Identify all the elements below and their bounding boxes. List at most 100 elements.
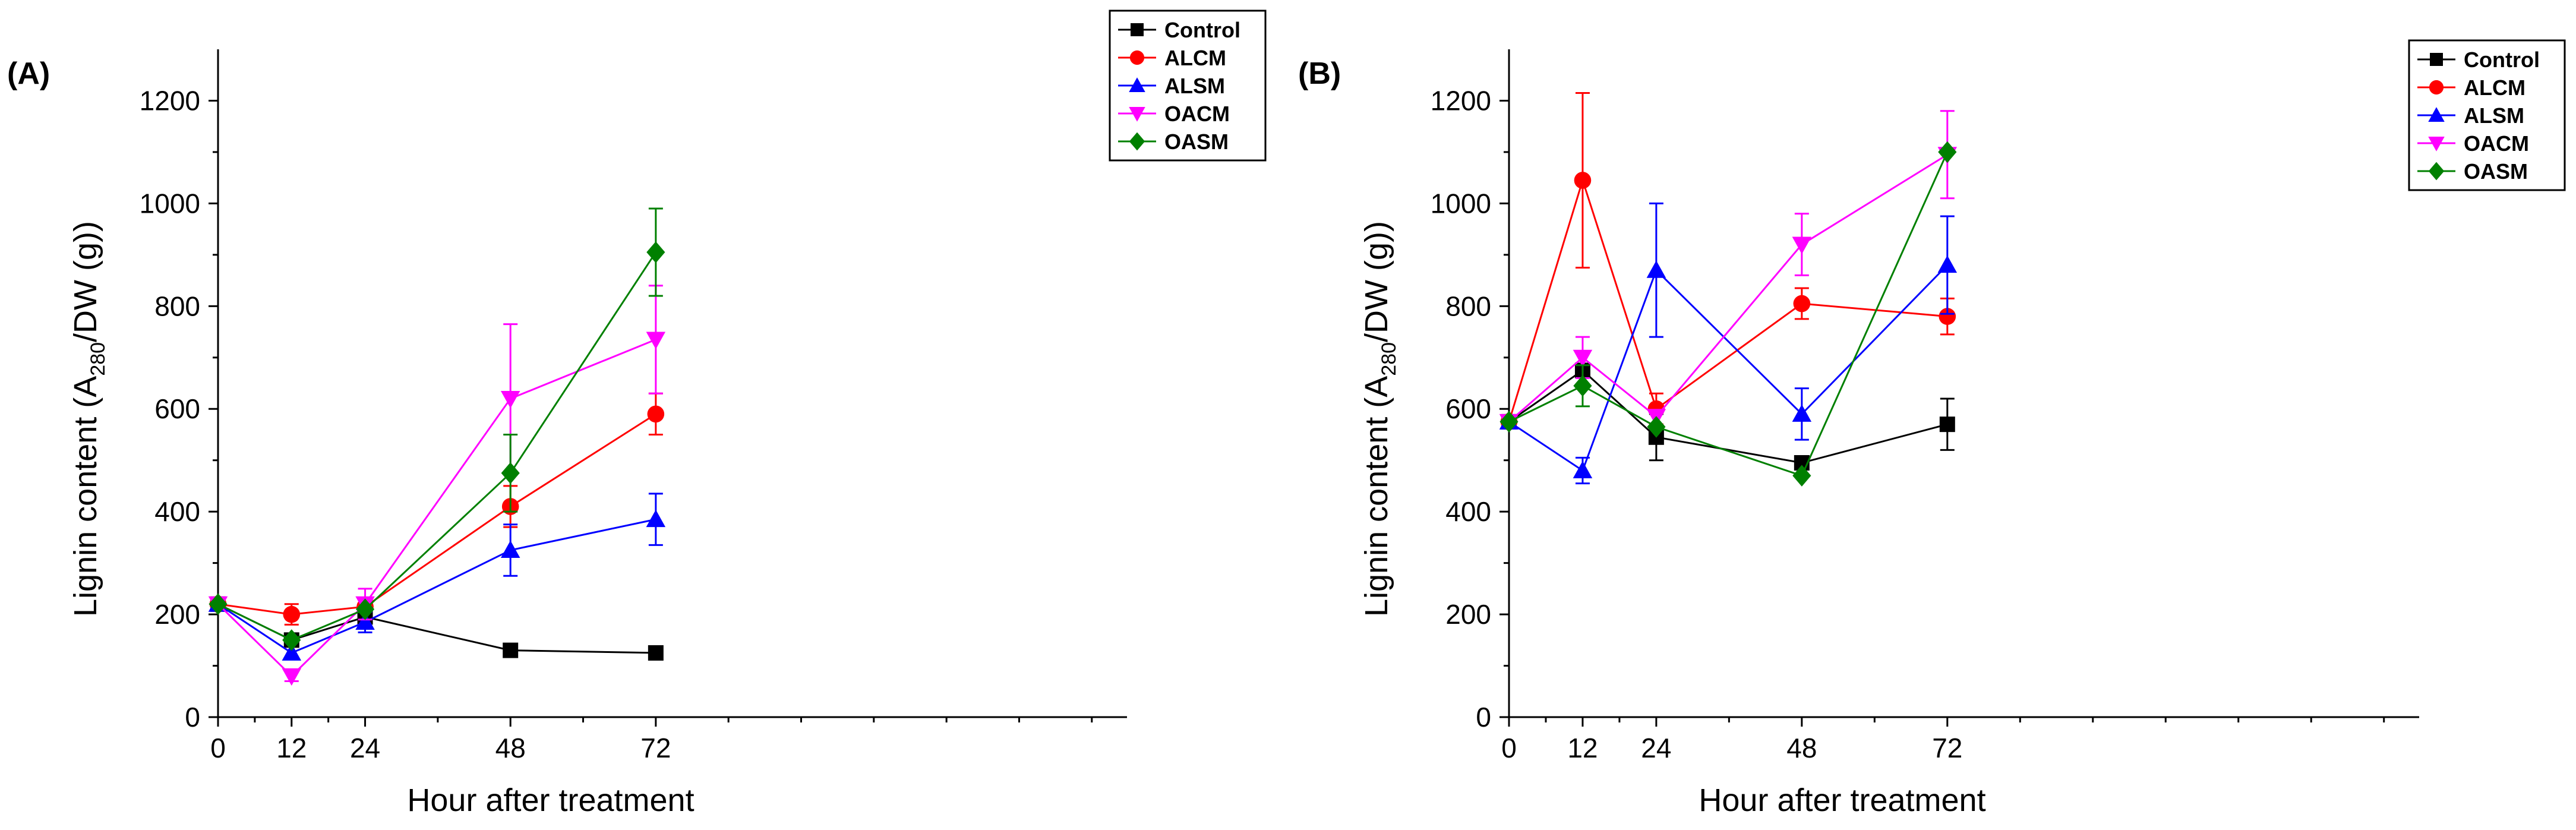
legend-marker (2428, 162, 2445, 181)
series-line (217, 251, 657, 641)
chart-panel-a: (A) 0 200 400 600 800 1000 1200 0 12 24 48 72 Hour af… (7, 10, 1267, 818)
x-tick-label: 0 (1501, 733, 1517, 763)
legend-label: OACM (1164, 102, 1230, 126)
legend-label: ALSM (2464, 103, 2524, 128)
legend-item-alcm: ALCM (1118, 46, 1226, 70)
legend-label: OASM (2464, 159, 2528, 184)
y-tick-label: 400 (154, 496, 200, 527)
data-point (355, 598, 375, 620)
y-tick-label: 800 (1445, 291, 1491, 321)
legend-marker (2428, 137, 2445, 152)
series-line (1508, 153, 1948, 422)
data-point (1938, 141, 1957, 163)
data-point (500, 540, 520, 558)
legend-item-oasm: OASM (1118, 130, 1229, 154)
series-oacm (208, 285, 666, 686)
series-alcm (209, 392, 665, 626)
legend-item-oacm: OACM (1118, 102, 1230, 126)
y-axis-title-suffix: /DW (g)) (68, 221, 103, 342)
series-alsm (1499, 202, 1958, 485)
data-point (648, 645, 664, 661)
data-point (501, 462, 520, 484)
data-point (1499, 411, 1519, 433)
data-point (1792, 465, 1811, 487)
y-tick-label: 200 (1445, 599, 1491, 630)
series-control (1501, 362, 1955, 471)
data-point (646, 241, 665, 263)
legend-marker (2430, 53, 2443, 66)
y-tick-label: 1000 (1431, 188, 1491, 219)
x-tick-label: 24 (1641, 733, 1671, 763)
x-tick-label: 72 (1932, 733, 1962, 763)
panel-label: (A) (7, 56, 50, 91)
legend-label: ALCM (1164, 46, 1226, 70)
y-tick-label: 1000 (140, 188, 200, 219)
series-control (210, 596, 664, 661)
legend-item-oasm: OASM (2417, 159, 2528, 184)
y-tick-label: 600 (154, 393, 200, 424)
data-point (1792, 236, 1812, 254)
series-line (1508, 152, 1949, 477)
y-tick-label: 800 (154, 291, 200, 321)
y-tick-label: 0 (185, 702, 200, 733)
data-point (1937, 255, 1958, 273)
y-axis-title-subscript: 280 (1378, 342, 1400, 376)
data-point (1792, 404, 1812, 422)
x-tick-label: 0 (210, 733, 226, 763)
x-axis-title: Hour after treatment (1699, 782, 1985, 818)
data-point (1573, 349, 1593, 368)
data-point (1939, 416, 1955, 433)
legend-marker (1129, 50, 1145, 65)
legend: Control ALCM ALSM OACM OASM (1109, 10, 1267, 162)
legend-marker (2429, 80, 2444, 95)
data-point (282, 643, 302, 661)
data-point (283, 605, 301, 623)
legend-item-control: Control (1118, 18, 1240, 42)
legend-label: Control (2464, 48, 2540, 72)
legend-label: ALSM (1164, 74, 1225, 98)
legend-label: OASM (1164, 130, 1229, 154)
legend-marker (1129, 107, 1145, 122)
series-oasm (1499, 141, 1957, 487)
x-tick-label: 12 (276, 733, 307, 763)
series-line (217, 339, 656, 677)
y-tick-label: 1200 (140, 85, 200, 116)
data-point (355, 612, 375, 630)
legend-marker (1129, 132, 1145, 151)
y-axis-title: Lignin content (A280/DW (g)) (1359, 221, 1400, 617)
legend-item-alcm: ALCM (2417, 75, 2526, 100)
y-tick-label: 400 (1445, 496, 1491, 527)
data-point (1573, 375, 1592, 397)
y-axis-title-prefix: Lignin content (A (1359, 376, 1394, 617)
legend: Control ALCM ALSM OACM OASM (2408, 39, 2566, 191)
panel-label: (B) (1298, 56, 1341, 91)
x-axis-title: Hour after treatment (407, 782, 694, 818)
data-point (1647, 416, 1666, 438)
data-point (647, 405, 665, 423)
legend-item-oacm: OACM (2417, 131, 2529, 156)
y-axis-title-subscript: 280 (87, 342, 109, 376)
legend-label: Control (1164, 18, 1240, 42)
legend-item-alsm: ALSM (2417, 103, 2524, 128)
y-tick-label: 600 (1445, 393, 1491, 424)
data-point (646, 332, 666, 349)
y-tick-label: 1200 (1431, 85, 1491, 116)
data-point (282, 668, 302, 686)
data-point (1646, 260, 1666, 278)
legend-label: OACM (2464, 131, 2529, 156)
x-tick-label: 12 (1567, 733, 1598, 763)
data-point (282, 629, 301, 651)
series-line (217, 413, 656, 616)
series-oacm (1499, 110, 1958, 432)
legend-item-control: Control (2417, 48, 2540, 72)
y-axis-title-prefix: Lignin content (A (68, 376, 103, 617)
x-tick-label: 48 (1786, 733, 1817, 763)
x-tick-label: 48 (495, 733, 526, 763)
y-axis-title: Lignin content (A280/DW (g)) (68, 221, 109, 617)
x-tick-label: 24 (350, 733, 380, 763)
legend-marker (1131, 23, 1144, 36)
series-line (1508, 264, 1948, 472)
chart-panel-b: (B) 0 200 400 600 800 1000 1200 0 12 24 48 72 Hour af… (1298, 39, 2566, 818)
series-alsm (208, 493, 666, 661)
